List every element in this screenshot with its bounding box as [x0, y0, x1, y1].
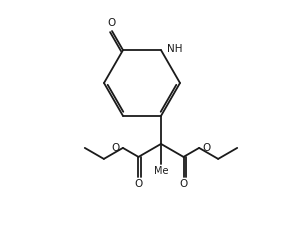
- Text: O: O: [202, 143, 210, 153]
- Text: Me: Me: [154, 166, 168, 176]
- Text: O: O: [179, 179, 188, 189]
- Text: O: O: [112, 143, 120, 153]
- Text: O: O: [108, 18, 116, 28]
- Text: NH: NH: [167, 44, 183, 54]
- Text: O: O: [134, 179, 143, 189]
